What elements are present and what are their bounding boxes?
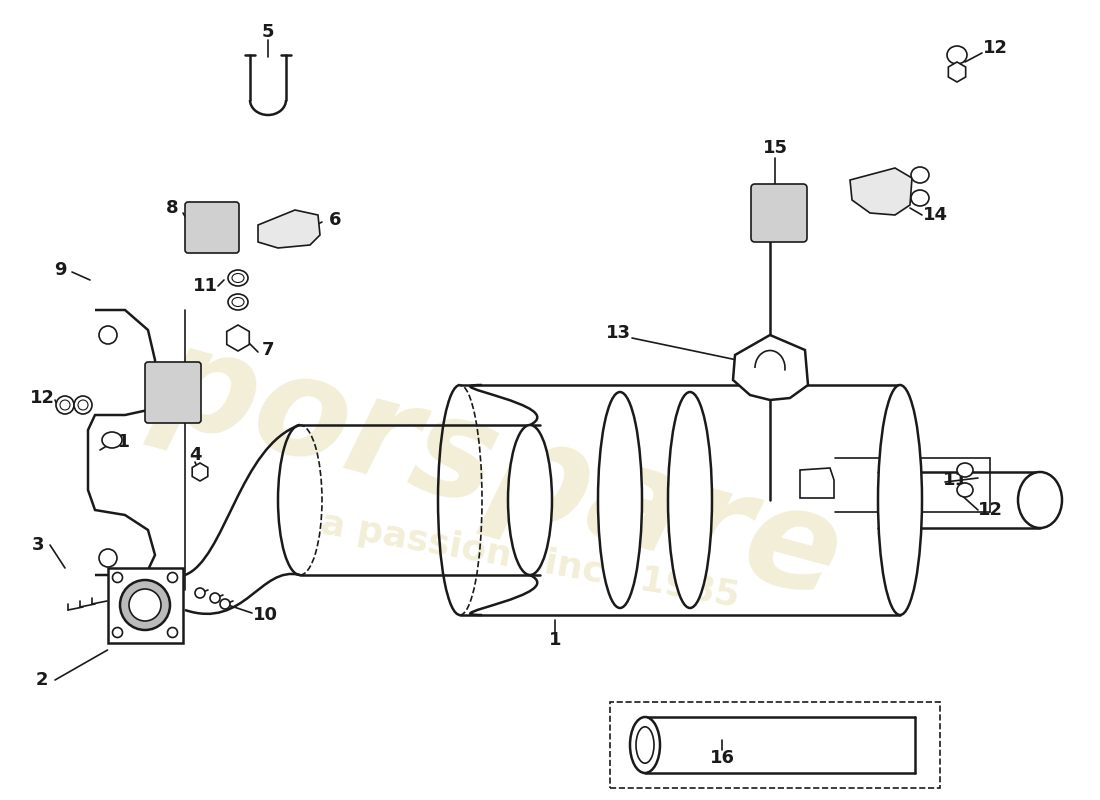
FancyBboxPatch shape [145,362,201,423]
Ellipse shape [1018,472,1062,528]
Ellipse shape [508,425,552,575]
Text: 3: 3 [32,536,44,554]
Text: 12: 12 [982,39,1008,57]
Text: porspare: porspare [144,314,857,626]
Text: 9: 9 [54,261,66,279]
Polygon shape [258,210,320,248]
Circle shape [167,573,177,582]
Text: 16: 16 [710,749,735,767]
Circle shape [99,549,117,567]
Ellipse shape [598,392,642,608]
Circle shape [220,599,230,609]
Ellipse shape [911,167,930,183]
Polygon shape [733,335,808,400]
Text: 8: 8 [166,199,178,217]
Text: 2: 2 [35,671,48,689]
Text: 1: 1 [549,631,561,649]
Text: 10: 10 [253,606,277,624]
Ellipse shape [228,294,248,310]
Text: 12: 12 [978,501,1002,519]
Text: 11: 11 [858,183,882,201]
Text: 12: 12 [30,389,55,407]
Circle shape [210,593,220,603]
Text: 14: 14 [923,206,947,224]
Ellipse shape [947,46,967,64]
Ellipse shape [129,589,161,621]
Circle shape [195,588,205,598]
Ellipse shape [60,400,70,410]
Text: 15: 15 [762,139,788,157]
Ellipse shape [668,392,712,608]
FancyBboxPatch shape [751,184,807,242]
Ellipse shape [74,396,92,414]
Circle shape [112,627,122,638]
Ellipse shape [911,190,930,206]
FancyBboxPatch shape [185,202,239,253]
Ellipse shape [232,298,244,306]
Text: 13: 13 [605,324,630,342]
Bar [108,567,183,642]
Ellipse shape [878,385,922,615]
Ellipse shape [636,726,654,763]
Ellipse shape [120,580,170,630]
Ellipse shape [957,483,974,497]
Ellipse shape [56,396,74,414]
Ellipse shape [102,432,122,448]
Polygon shape [850,168,912,215]
Text: 11: 11 [943,471,968,489]
Ellipse shape [630,717,660,773]
Circle shape [99,326,117,344]
Text: 7: 7 [262,341,274,359]
Circle shape [112,573,122,582]
Text: 4: 4 [189,446,201,464]
Text: 11: 11 [106,433,131,451]
Text: 11: 11 [192,277,218,295]
Bar [610,702,940,788]
Circle shape [167,627,177,638]
Text: a passion since 1985: a passion since 1985 [318,506,742,614]
Text: 6: 6 [329,211,341,229]
Ellipse shape [78,400,88,410]
Polygon shape [800,468,834,498]
Ellipse shape [957,463,974,477]
Ellipse shape [232,274,244,282]
Ellipse shape [228,270,248,286]
Text: 5: 5 [262,23,274,41]
